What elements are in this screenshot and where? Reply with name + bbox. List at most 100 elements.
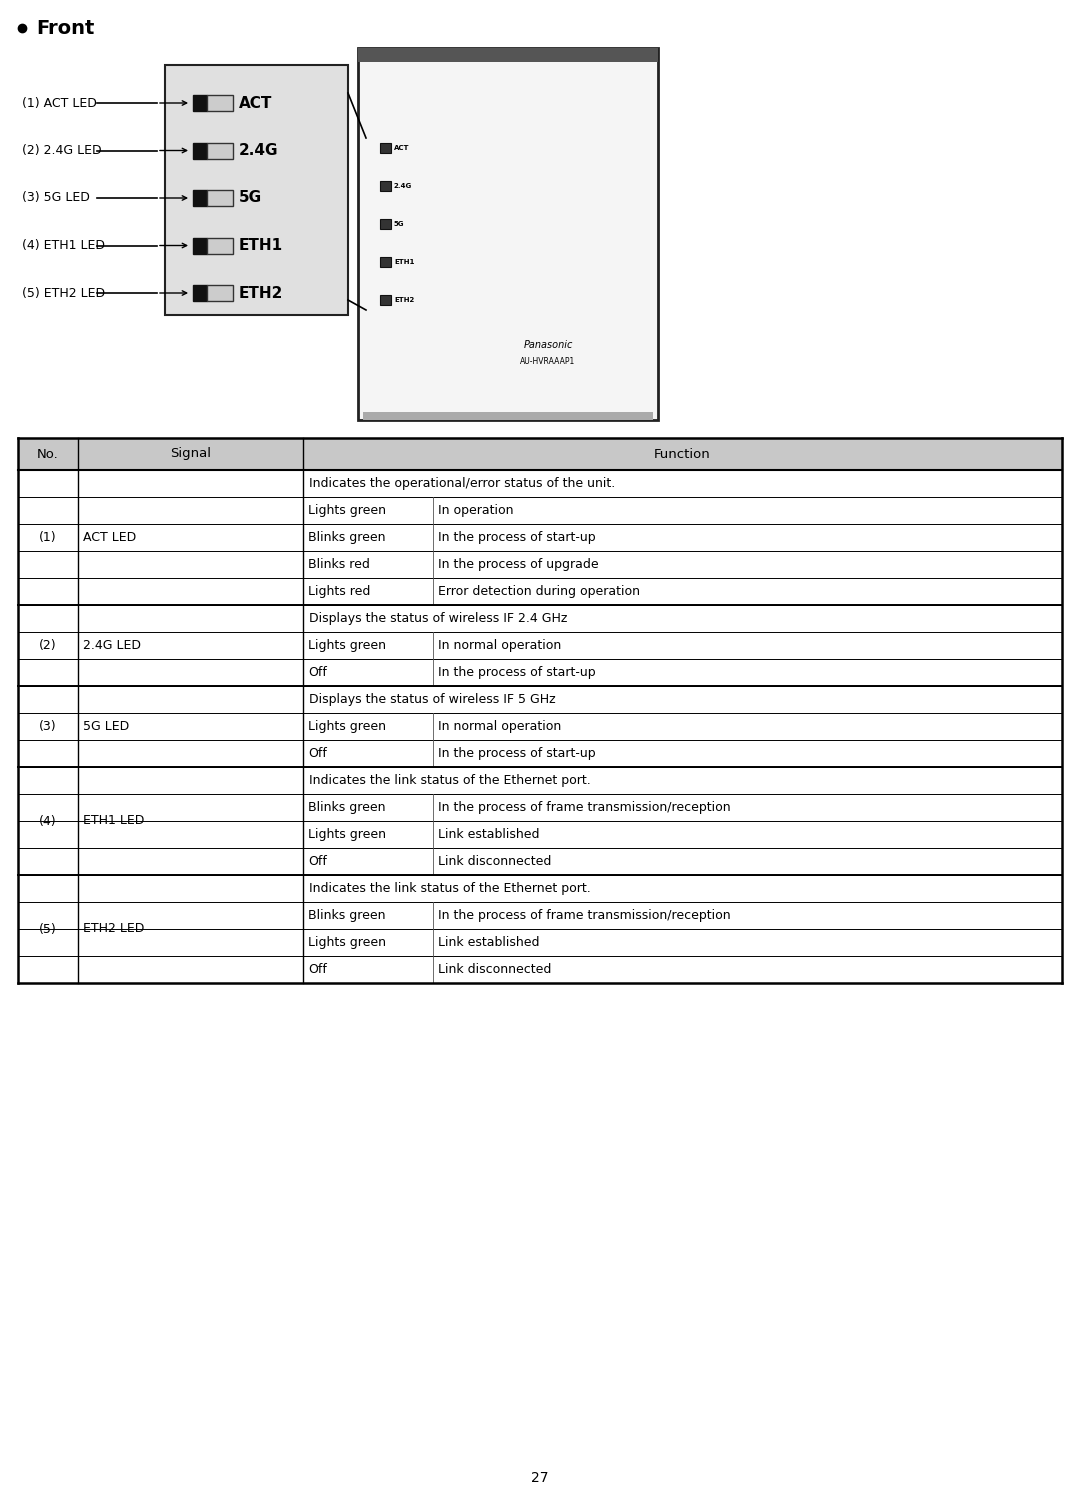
Bar bbox=[380, 220, 391, 229]
Bar bbox=[18, 795, 1062, 822]
Text: ACT: ACT bbox=[239, 95, 272, 110]
Bar bbox=[18, 929, 1062, 956]
Text: Blinks green: Blinks green bbox=[308, 801, 386, 814]
Text: 2.4G: 2.4G bbox=[239, 143, 279, 158]
Text: ETH1: ETH1 bbox=[394, 259, 415, 265]
Text: Off: Off bbox=[308, 667, 327, 679]
Text: (4) ETH1 LED: (4) ETH1 LED bbox=[22, 239, 105, 251]
Bar bbox=[193, 95, 207, 111]
Bar bbox=[18, 470, 1062, 497]
Bar bbox=[380, 143, 391, 154]
Text: (2) 2.4G LED: (2) 2.4G LED bbox=[22, 144, 102, 157]
Bar bbox=[193, 238, 207, 253]
Text: (5): (5) bbox=[39, 923, 57, 936]
Bar bbox=[18, 524, 1062, 551]
Bar bbox=[18, 822, 1062, 847]
Text: 2.4G LED: 2.4G LED bbox=[83, 640, 141, 652]
Text: Link disconnected: Link disconnected bbox=[438, 963, 552, 977]
Bar bbox=[18, 438, 1062, 470]
Bar bbox=[380, 295, 391, 306]
Text: (5) ETH2 LED: (5) ETH2 LED bbox=[22, 286, 105, 299]
Bar bbox=[380, 257, 391, 266]
Text: In the process of frame transmission/reception: In the process of frame transmission/rec… bbox=[438, 909, 731, 923]
Text: In the process of frame transmission/reception: In the process of frame transmission/rec… bbox=[438, 801, 731, 814]
Text: Displays the status of wireless IF 2.4 GHz: Displays the status of wireless IF 2.4 G… bbox=[309, 613, 567, 625]
Text: Lights green: Lights green bbox=[308, 828, 386, 841]
Text: (4): (4) bbox=[39, 814, 57, 828]
Bar bbox=[380, 181, 391, 191]
Text: (1) ACT LED: (1) ACT LED bbox=[22, 96, 97, 110]
Text: Lights red: Lights red bbox=[308, 585, 370, 597]
Text: No.: No. bbox=[37, 447, 59, 461]
Text: Lights green: Lights green bbox=[308, 640, 386, 652]
Text: In the process of upgrade: In the process of upgrade bbox=[438, 558, 598, 570]
Text: Off: Off bbox=[308, 855, 327, 868]
Bar bbox=[193, 284, 207, 301]
Text: Link established: Link established bbox=[438, 936, 540, 950]
Bar bbox=[207, 143, 233, 158]
Bar bbox=[18, 956, 1062, 983]
Text: In normal operation: In normal operation bbox=[438, 719, 562, 733]
Bar bbox=[18, 578, 1062, 605]
Text: ETH2 LED: ETH2 LED bbox=[83, 923, 145, 936]
Bar bbox=[18, 632, 1062, 659]
Bar bbox=[357, 48, 658, 62]
Bar bbox=[18, 605, 1062, 632]
Text: 27: 27 bbox=[531, 1470, 549, 1485]
Bar bbox=[165, 65, 348, 315]
Text: 5G: 5G bbox=[394, 221, 405, 227]
Text: Link established: Link established bbox=[438, 828, 540, 841]
Text: Lights green: Lights green bbox=[308, 936, 386, 950]
Bar bbox=[207, 238, 233, 253]
Bar bbox=[207, 284, 233, 301]
Text: Off: Off bbox=[308, 963, 327, 977]
Bar bbox=[207, 95, 233, 111]
Text: Blinks green: Blinks green bbox=[308, 909, 386, 923]
Text: In the process of start-up: In the process of start-up bbox=[438, 531, 596, 543]
Bar bbox=[18, 713, 1062, 740]
Text: Signal: Signal bbox=[170, 447, 211, 461]
Text: (1): (1) bbox=[39, 531, 57, 543]
Text: Indicates the link status of the Ethernet port.: Indicates the link status of the Etherne… bbox=[309, 882, 591, 895]
Text: 2.4G: 2.4G bbox=[394, 184, 413, 190]
Text: Blinks red: Blinks red bbox=[308, 558, 369, 570]
Text: ACT: ACT bbox=[394, 144, 409, 150]
Text: Lights green: Lights green bbox=[308, 504, 386, 518]
Text: Indicates the operational/error status of the unit.: Indicates the operational/error status o… bbox=[309, 477, 616, 491]
Bar bbox=[18, 659, 1062, 686]
Bar bbox=[363, 412, 653, 420]
Text: In the process of start-up: In the process of start-up bbox=[438, 667, 596, 679]
Text: Blinks green: Blinks green bbox=[308, 531, 386, 543]
Text: Front: Front bbox=[36, 18, 94, 38]
Text: AU-HVRAAAP1: AU-HVRAAAP1 bbox=[521, 358, 576, 367]
Bar bbox=[193, 143, 207, 158]
Text: ETH1: ETH1 bbox=[239, 238, 283, 253]
Bar bbox=[18, 768, 1062, 795]
Text: In normal operation: In normal operation bbox=[438, 640, 562, 652]
Bar bbox=[207, 190, 233, 206]
Text: 5G LED: 5G LED bbox=[83, 719, 130, 733]
Bar bbox=[18, 874, 1062, 901]
Text: (3) 5G LED: (3) 5G LED bbox=[22, 191, 90, 205]
Text: Link disconnected: Link disconnected bbox=[438, 855, 552, 868]
Bar bbox=[357, 48, 658, 420]
Text: ETH2: ETH2 bbox=[394, 296, 415, 303]
Text: Function: Function bbox=[654, 447, 711, 461]
Text: In operation: In operation bbox=[438, 504, 513, 518]
Text: Displays the status of wireless IF 5 GHz: Displays the status of wireless IF 5 GHz bbox=[309, 692, 555, 706]
Text: ETH2: ETH2 bbox=[239, 286, 283, 301]
Text: Indicates the link status of the Ethernet port.: Indicates the link status of the Etherne… bbox=[309, 774, 591, 787]
Text: In the process of start-up: In the process of start-up bbox=[438, 746, 596, 760]
Text: ETH1 LED: ETH1 LED bbox=[83, 814, 145, 828]
Bar bbox=[18, 686, 1062, 713]
Bar bbox=[18, 847, 1062, 874]
Bar bbox=[18, 740, 1062, 768]
Bar bbox=[18, 497, 1062, 524]
Bar bbox=[18, 901, 1062, 929]
Text: 5G: 5G bbox=[239, 191, 262, 206]
Text: (3): (3) bbox=[39, 719, 57, 733]
Text: ACT LED: ACT LED bbox=[83, 531, 136, 543]
Text: Lights green: Lights green bbox=[308, 719, 386, 733]
Text: Error detection during operation: Error detection during operation bbox=[438, 585, 640, 597]
Text: (2): (2) bbox=[39, 640, 57, 652]
